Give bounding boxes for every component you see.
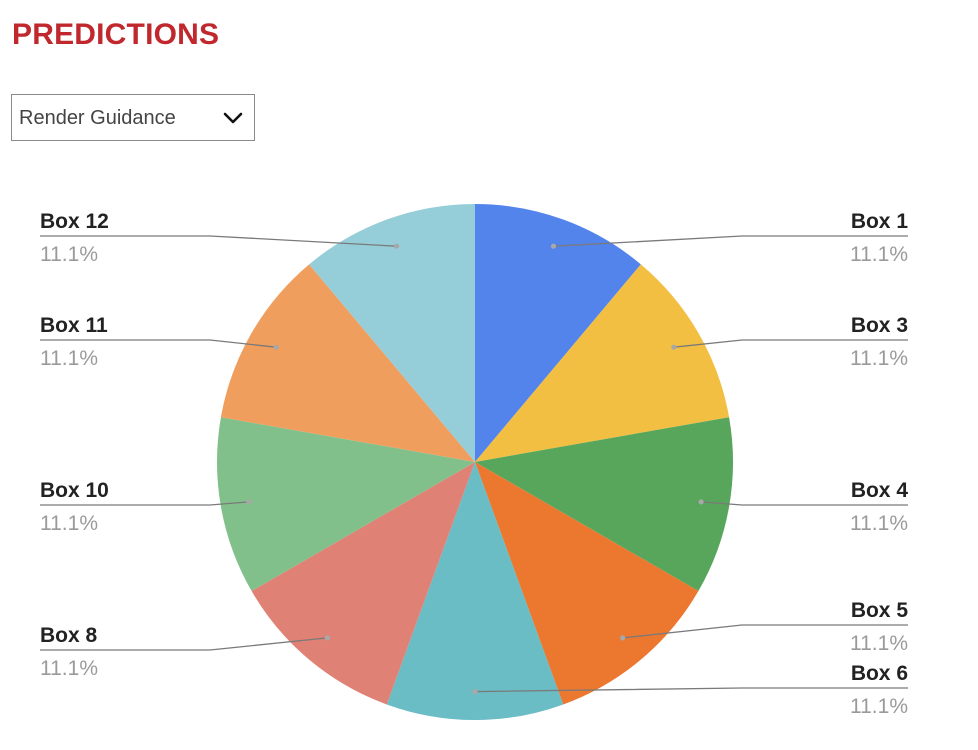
slice-label: Box 3 [851,314,908,337]
slice-percent: 11.1% [850,347,908,370]
leader-dot [620,635,626,641]
pie-slice-box-8 [251,462,475,705]
pie-slices [217,204,733,720]
leader-dot [671,344,677,350]
render-guidance-dropdown[interactable]: Render Guidance [11,94,255,141]
slice-label: Box 11 [40,314,108,337]
slice-percent: 11.1% [850,695,908,718]
leader-line [40,235,397,247]
pie-label-box-4: Box 4 11.1% [698,479,909,535]
leader-line [673,339,908,348]
leader-line [474,687,908,693]
leader-dot [273,344,279,350]
pie-label-box-6: Box 6 11.1% [472,662,908,718]
pie-slice-box-3 [475,264,730,462]
pie-label-box-8: Box 8 11.1% [40,624,330,680]
slice-label: Box 12 [40,210,109,233]
slice-percent: 11.1% [850,632,908,655]
pie-label-box-10: Box 10 11.1% [40,479,252,535]
pie-label-box-3: Box 3 11.1% [671,314,908,370]
pie-slice-box-1 [475,204,641,462]
pie-slice-box-5 [475,462,699,705]
slice-label: Box 6 [851,662,908,685]
pie-label-box-12: Box 12 11.1% [40,210,400,266]
slice-label: Box 5 [851,599,909,622]
page-title: PREDICTIONS [12,18,220,51]
slice-percent: 11.1% [40,347,98,370]
pie-slice-box-6 [386,462,564,720]
leader-line [40,637,328,651]
slice-percent: 11.1% [40,512,98,535]
pie-slice-box-11 [220,264,475,462]
leader-dot [324,635,330,641]
pie-label-box-11: Box 11 11.1% [40,314,279,370]
pie-slice-box-10 [217,417,475,591]
slice-label: Box 10 [40,479,109,502]
pie-label-box-5: Box 5 11.1% [620,599,908,655]
leader-dot [698,499,704,505]
slice-label: Box 1 [851,210,909,233]
leader-dot [550,243,557,249]
slice-percent: 11.1% [850,512,908,535]
pie-labels: Box 1 11.1% Box 3 11.1% Box 4 11.1% Box 5 11.1%… [40,210,908,718]
leader-line [40,501,249,506]
slice-label: Box 4 [851,479,909,502]
slice-label: Box 8 [40,624,98,647]
slice-percent: 11.1% [40,657,98,680]
slice-percent: 11.1% [40,243,98,266]
leader-dot [472,689,478,695]
chevron-down-icon[interactable] [222,107,244,129]
leader-line [622,624,908,639]
slice-percent: 11.1% [850,243,908,266]
pie-label-box-1: Box 1 11.1% [550,210,909,266]
leader-dot [246,499,252,505]
leader-line [40,339,277,348]
dropdown-selected-value: Render Guidance [19,107,176,129]
pie-slice-box-12 [309,204,475,462]
leader-line [553,235,908,247]
leader-line [701,501,908,506]
pie-slice-box-4 [475,417,733,591]
leader-dot [393,243,400,249]
